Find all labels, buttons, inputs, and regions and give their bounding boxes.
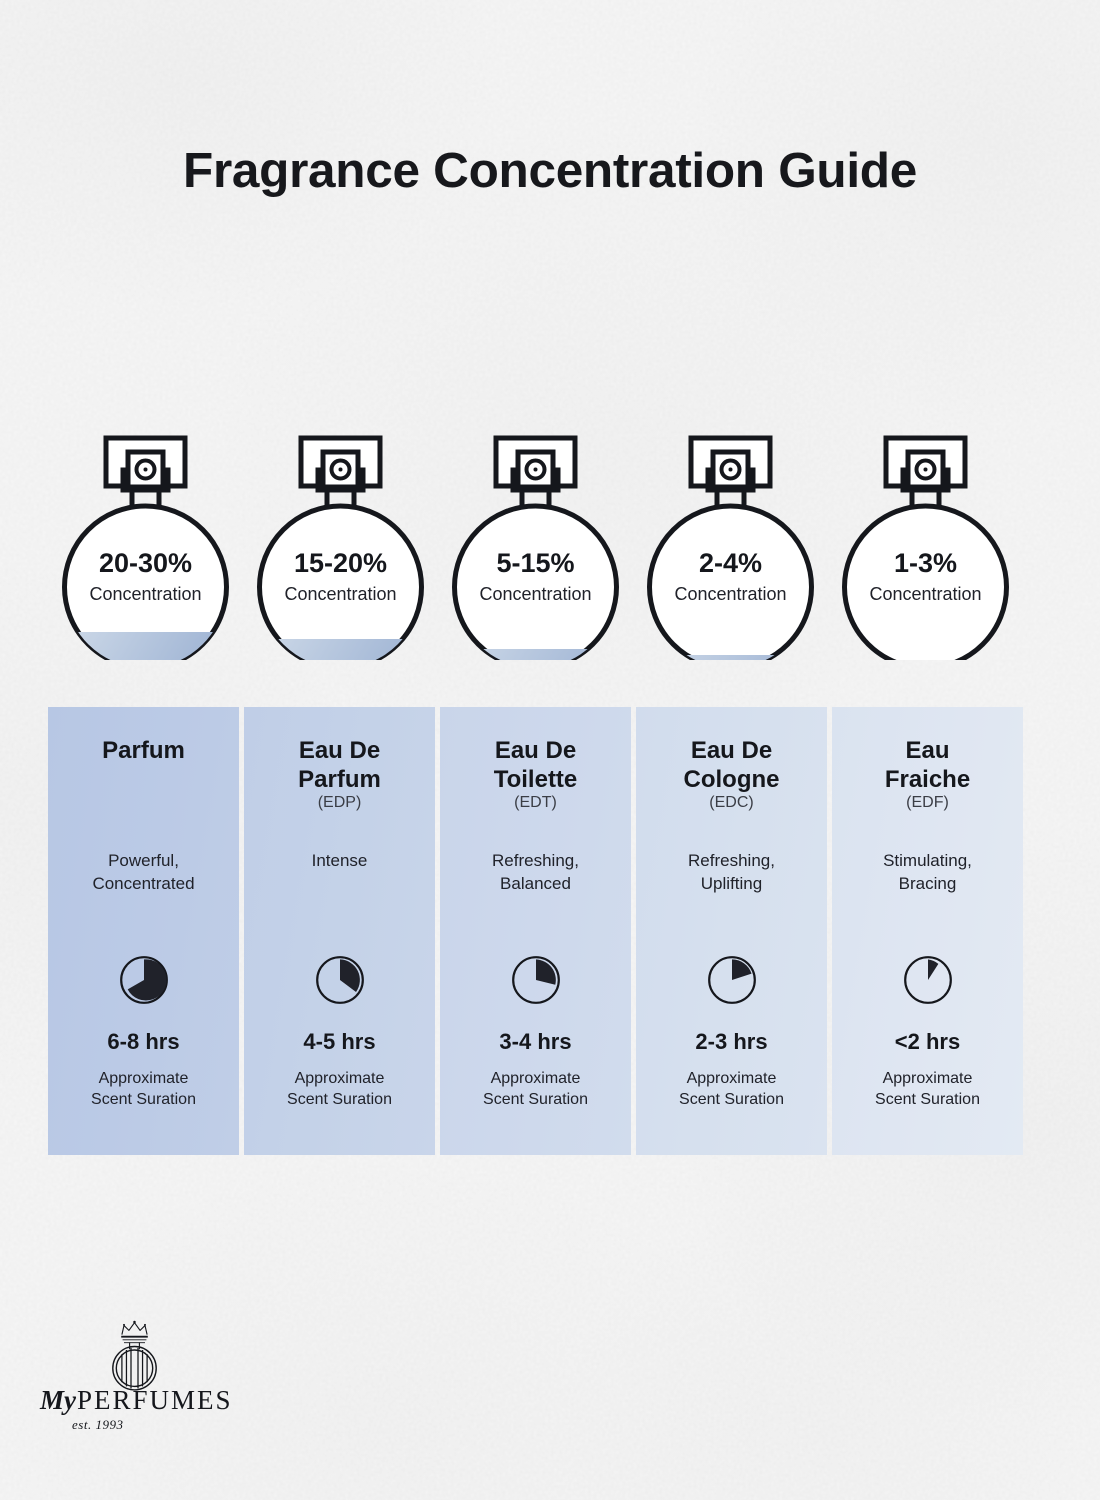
svg-text:Concentration: Concentration xyxy=(479,584,591,604)
svg-text:Concentration: Concentration xyxy=(284,584,396,604)
svg-text:Concentration: Concentration xyxy=(674,584,786,604)
svg-text:1-3%: 1-3% xyxy=(894,548,957,578)
svg-text:15-20%: 15-20% xyxy=(294,548,387,578)
svg-text:20-30%: 20-30% xyxy=(99,548,192,578)
svg-text:Concentration: Concentration xyxy=(89,584,201,604)
svg-text:Concentration: Concentration xyxy=(869,584,981,604)
svg-text:2-4%: 2-4% xyxy=(699,548,762,578)
svg-text:5-15%: 5-15% xyxy=(496,548,574,578)
